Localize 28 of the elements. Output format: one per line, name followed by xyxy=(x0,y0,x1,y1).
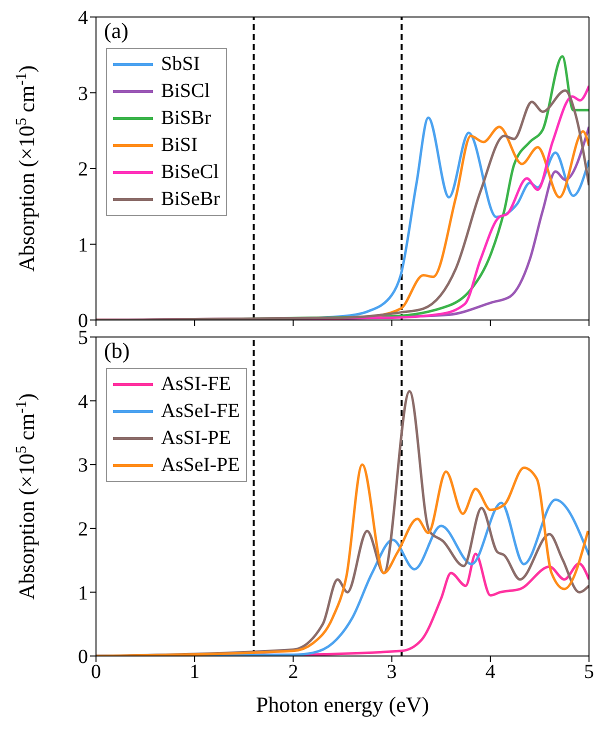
x-tick-label: 1 xyxy=(190,661,200,684)
x-axis-title: Photon energy (eV) xyxy=(256,692,430,717)
legend-label: BiSeCl xyxy=(161,160,219,185)
y-tick-label: 1 xyxy=(78,582,88,604)
y-tick-label: 2 xyxy=(78,158,88,181)
x-tick-label: 3 xyxy=(386,661,397,684)
x-tick-label: 4 xyxy=(485,661,496,684)
legend-label: AsSI-PE xyxy=(161,426,232,451)
y-tick-label: 4 xyxy=(78,7,88,30)
legend-label: AsSeI-FE xyxy=(161,399,240,424)
legend-label: AsSI-FE xyxy=(161,372,232,397)
legend-label: BiSI xyxy=(161,133,198,158)
annotation: (a) xyxy=(104,18,128,44)
y-tick-label: 3 xyxy=(78,454,88,477)
x-tick-label: 2 xyxy=(288,661,298,684)
legend-label: SbSI xyxy=(161,52,200,77)
y-tick-label: 0 xyxy=(78,646,88,668)
y-tick-label: 1 xyxy=(78,234,88,256)
x-tick-label: 5 xyxy=(584,661,594,684)
legend-label: BiSeBr xyxy=(161,187,220,212)
legend-label: BiSCl xyxy=(161,79,210,104)
legend-label: BiSBr xyxy=(161,106,212,131)
legend-label: AsSeI-PE xyxy=(161,453,240,478)
y-tick-label: 5 xyxy=(78,327,88,350)
annotation: (b) xyxy=(104,338,130,364)
y-tick-label: 2 xyxy=(78,518,88,540)
y-tick-label: 4 xyxy=(78,390,88,413)
y-tick-label: 3 xyxy=(78,82,88,105)
